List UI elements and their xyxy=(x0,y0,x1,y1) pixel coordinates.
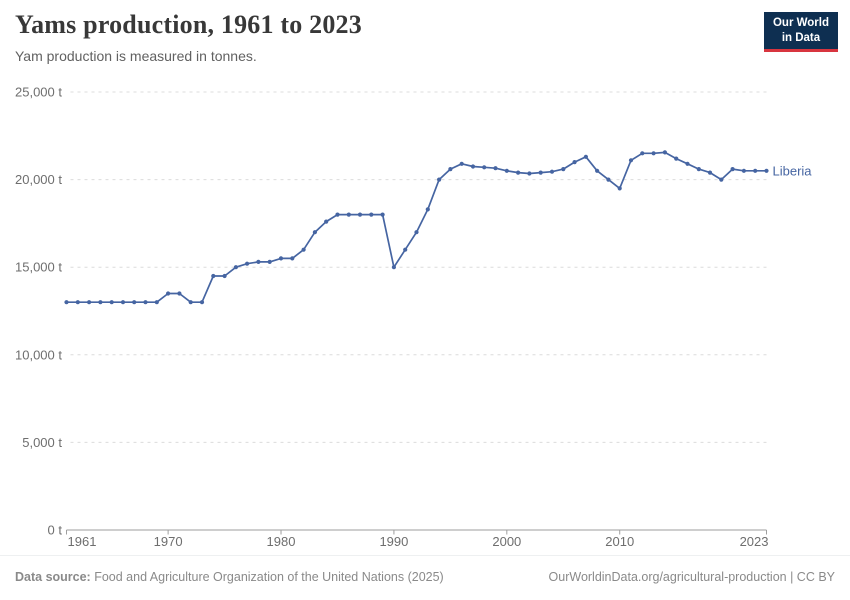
data-point xyxy=(414,230,419,235)
data-point xyxy=(120,300,126,305)
x-tick-label: 2023 xyxy=(740,534,769,549)
data-point xyxy=(132,300,137,305)
data-point xyxy=(369,212,374,217)
data-point xyxy=(561,167,566,172)
owid-logo[interactable]: Our World in Data xyxy=(763,12,838,52)
data-point xyxy=(98,300,103,305)
data-point xyxy=(549,169,555,174)
data-point xyxy=(753,168,758,173)
data-point xyxy=(459,161,464,166)
data-point xyxy=(516,170,521,175)
y-tick-label: 15,000 t xyxy=(15,260,62,275)
data-point xyxy=(538,170,543,175)
x-tick-label: 1990 xyxy=(379,534,408,549)
data-point xyxy=(730,167,735,172)
page-title: Yams production, 1961 to 2023 xyxy=(15,10,362,39)
page-subtitle: Yam production is measured in tonnes. xyxy=(15,48,257,64)
data-point xyxy=(482,165,487,170)
data-point xyxy=(437,177,442,182)
data-point xyxy=(233,265,238,270)
data-point xyxy=(527,171,532,176)
data-point xyxy=(628,158,634,163)
data-point xyxy=(278,256,284,261)
data-point xyxy=(109,300,114,305)
data-point xyxy=(245,261,250,266)
data-point xyxy=(504,168,509,173)
data-point xyxy=(685,161,690,166)
y-tick-label: 10,000 t xyxy=(15,347,62,362)
owid-logo-line2: in Data xyxy=(781,31,821,44)
data-point xyxy=(640,151,645,156)
data-point xyxy=(651,151,656,156)
data-point xyxy=(572,160,577,165)
data-point xyxy=(493,166,498,171)
data-point xyxy=(290,256,295,261)
data-point xyxy=(312,230,317,235)
data-point xyxy=(166,291,171,296)
data-point xyxy=(143,300,148,305)
chart-header: Yams production, 1961 to 2023 Yam produc… xyxy=(15,10,362,64)
data-source: Data source: Food and Agriculture Organi… xyxy=(15,570,444,584)
data-point xyxy=(346,212,351,217)
owid-logo-line1: Our World xyxy=(772,17,829,29)
data-point xyxy=(335,212,340,217)
data-point xyxy=(403,247,408,252)
data-point xyxy=(595,168,600,173)
series-liberia[interactable] xyxy=(64,150,769,305)
data-point xyxy=(470,164,476,169)
data-point xyxy=(583,154,589,159)
data-point xyxy=(64,300,69,305)
data-point xyxy=(707,170,713,175)
series-label[interactable]: Liberia xyxy=(773,163,813,178)
data-point xyxy=(674,156,679,161)
data-point xyxy=(301,247,306,252)
data-point xyxy=(87,300,92,305)
data-point xyxy=(606,177,611,182)
data-point xyxy=(256,259,261,264)
data-point xyxy=(662,150,668,155)
data-point xyxy=(154,300,159,305)
data-point xyxy=(177,291,182,296)
data-point xyxy=(267,259,272,264)
data-point xyxy=(391,265,396,270)
data-point xyxy=(741,168,747,173)
data-point xyxy=(719,177,724,182)
y-tick-label: 20,000 t xyxy=(15,172,62,187)
data-source-label: Data source: xyxy=(15,570,91,584)
x-tick-label: 1961 xyxy=(68,534,97,549)
data-point xyxy=(617,186,622,191)
x-tick-label: 1970 xyxy=(154,534,183,549)
data-point xyxy=(764,168,769,173)
data-source-text: Food and Agriculture Organization of the… xyxy=(90,570,444,584)
data-point xyxy=(324,219,329,224)
footer-link[interactable]: OurWorldinData.org/agricultural-producti… xyxy=(548,570,835,584)
chart-footer: Data source: Food and Agriculture Organi… xyxy=(0,555,850,600)
y-tick-label: 5,000 t xyxy=(22,435,62,450)
x-tick-label: 1980 xyxy=(267,534,296,549)
y-tick-label: 25,000 t xyxy=(15,85,62,100)
x-tick-label: 2010 xyxy=(605,534,634,549)
data-point xyxy=(357,212,363,217)
data-point xyxy=(425,207,430,212)
data-point xyxy=(380,212,385,217)
data-point xyxy=(696,167,701,172)
data-point xyxy=(222,273,227,279)
production-line-chart: 0 t 5,000 t 10,000 t 15,000 t 20,000 t 25,000… xyxy=(15,85,813,550)
data-point xyxy=(211,273,216,279)
data-point xyxy=(75,300,80,305)
x-tick-label: 2000 xyxy=(492,534,521,549)
series-path xyxy=(66,151,767,304)
y-tick-label: 0 t xyxy=(48,523,63,538)
data-point xyxy=(188,300,193,305)
data-point xyxy=(448,167,453,172)
data-point xyxy=(199,300,205,305)
